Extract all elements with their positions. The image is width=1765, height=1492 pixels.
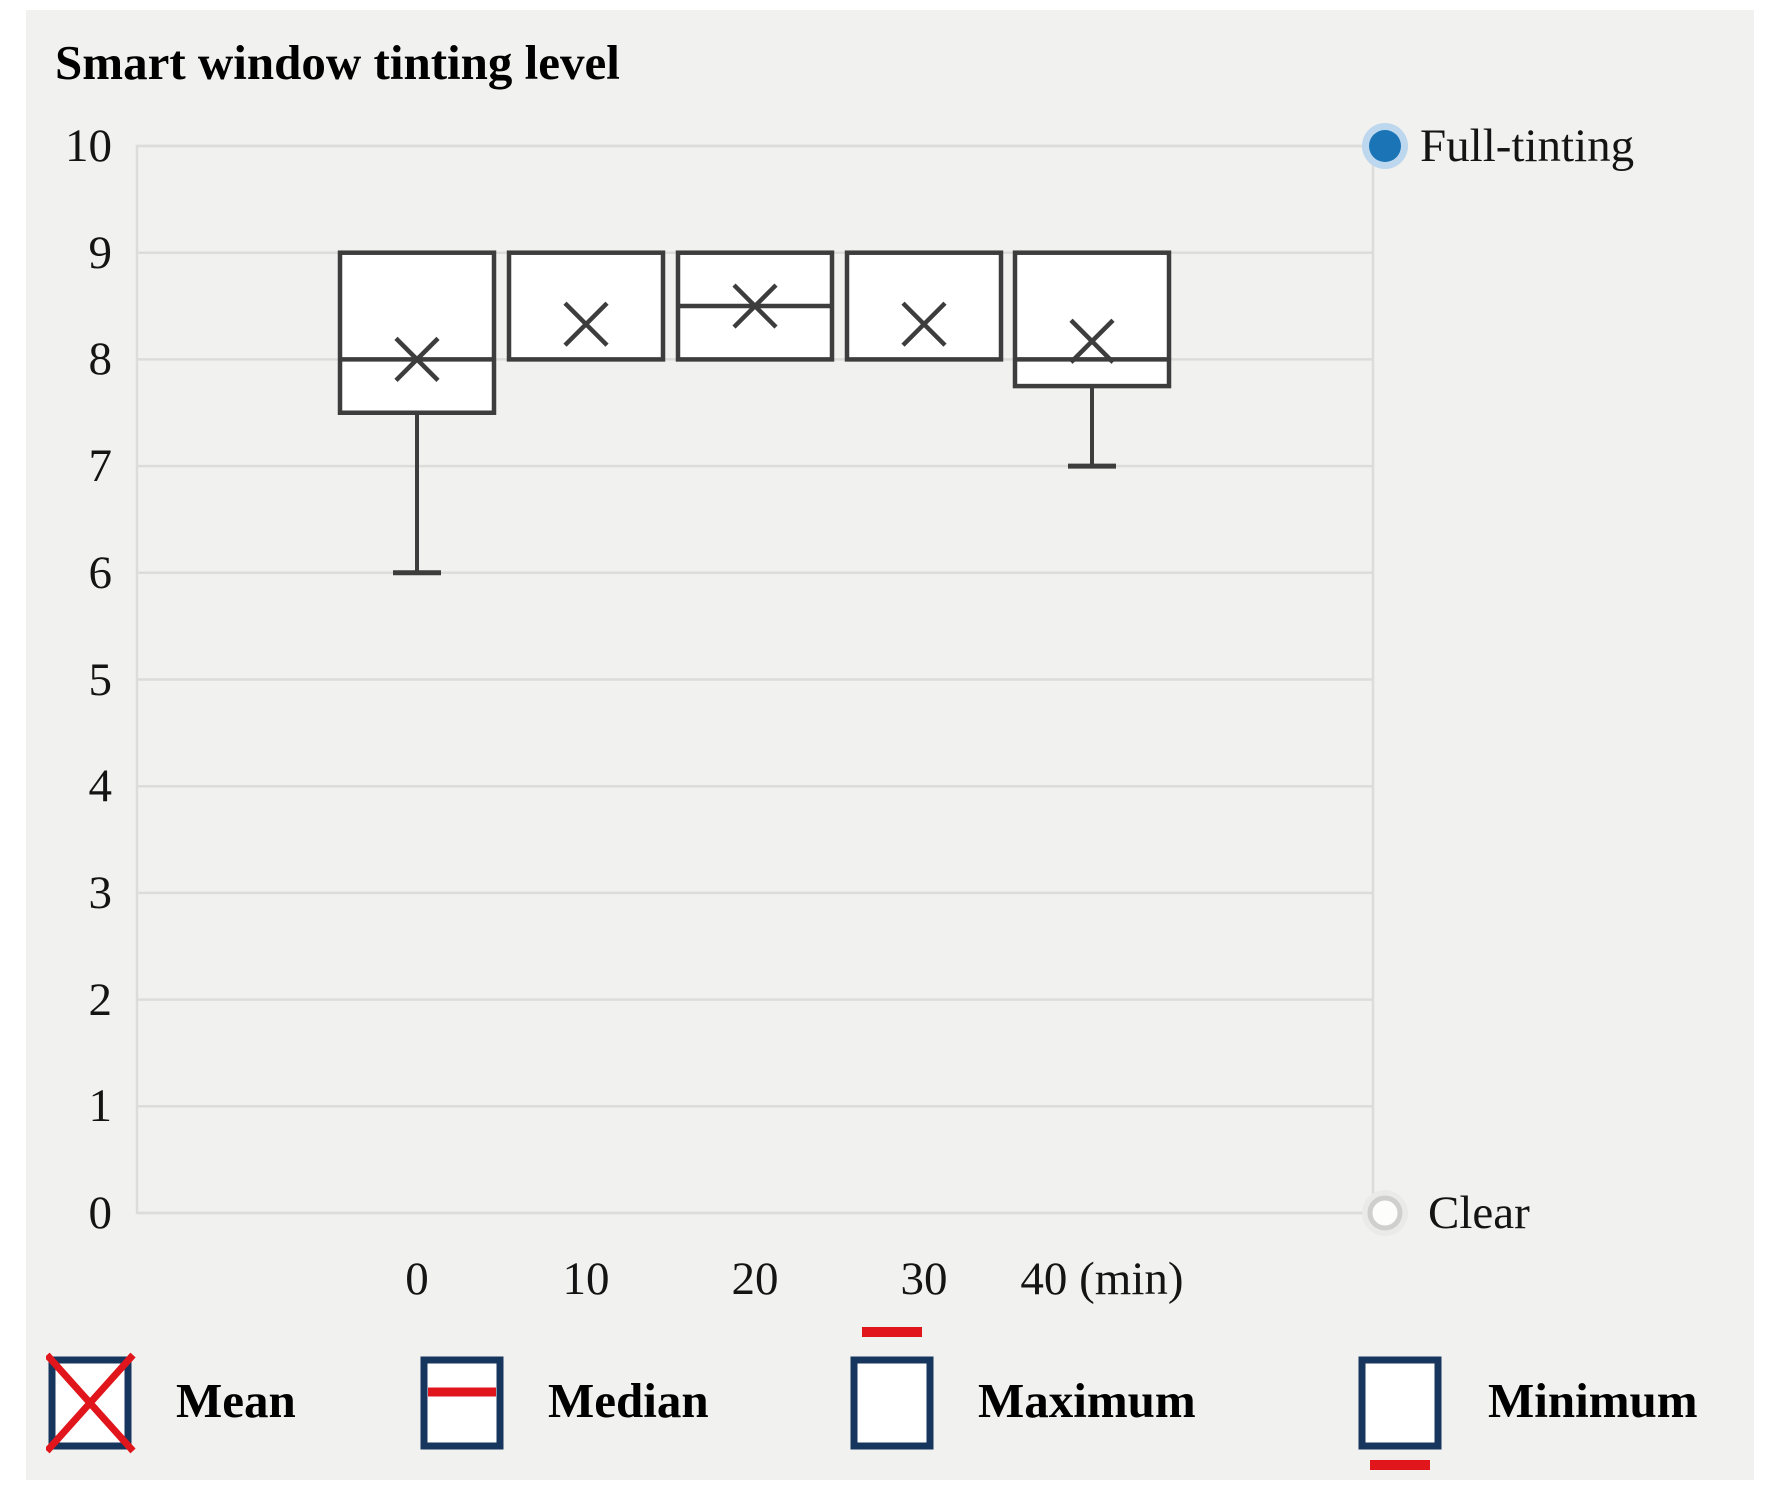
legend-label-maximum: Maximum xyxy=(978,1373,1196,1428)
x-tick-label: 40 (min) xyxy=(1020,1253,1184,1305)
box xyxy=(1012,250,1172,389)
mean-x-marker xyxy=(732,283,778,329)
x-tick-label: 10 xyxy=(562,1253,610,1305)
x-tick-label: 0 xyxy=(405,1253,429,1305)
annotation-clear: Clear xyxy=(1428,1187,1530,1239)
mean-x-marker xyxy=(394,336,440,382)
y-tick-label: 5 xyxy=(88,653,113,706)
box xyxy=(506,250,666,362)
box xyxy=(337,250,497,415)
y-tick-label: 3 xyxy=(88,866,113,919)
mean-x-marker xyxy=(1069,318,1115,364)
y-tick-label: 4 xyxy=(88,760,113,813)
y-tick-label: 9 xyxy=(88,226,113,279)
y-tick-label: 7 xyxy=(88,440,113,493)
y-tick-label: 6 xyxy=(88,546,113,599)
minimum-legend-icon xyxy=(1358,1356,1442,1470)
median-legend-icon xyxy=(420,1356,504,1450)
legend-label-mean: Mean xyxy=(176,1373,296,1428)
y-tick-label: 2 xyxy=(88,973,113,1026)
mean-x-marker xyxy=(563,301,609,347)
maximum-legend-icon xyxy=(850,1327,934,1450)
mean-legend-icon xyxy=(46,1352,136,1454)
legend-label-minimum: Minimum xyxy=(1488,1373,1698,1428)
mean-x-marker xyxy=(901,301,947,347)
box xyxy=(844,250,1004,362)
y-tick-label: 8 xyxy=(88,333,113,386)
legend-label-median: Median xyxy=(548,1373,709,1428)
full-tinting-dot xyxy=(1369,130,1401,162)
x-tick-label: 30 xyxy=(900,1253,948,1305)
plot-area-border xyxy=(135,144,1375,1215)
x-tick-label: 20 xyxy=(731,1253,779,1305)
y-tick-label: 0 xyxy=(88,1187,113,1239)
y-tick-label: 1 xyxy=(88,1080,113,1133)
y-tick-label: 10 xyxy=(65,120,112,172)
chart-title: Smart window tinting level xyxy=(55,35,620,90)
annotation-full-tinting: Full-tinting xyxy=(1420,120,1635,172)
clear-dot xyxy=(1367,1195,1403,1231)
